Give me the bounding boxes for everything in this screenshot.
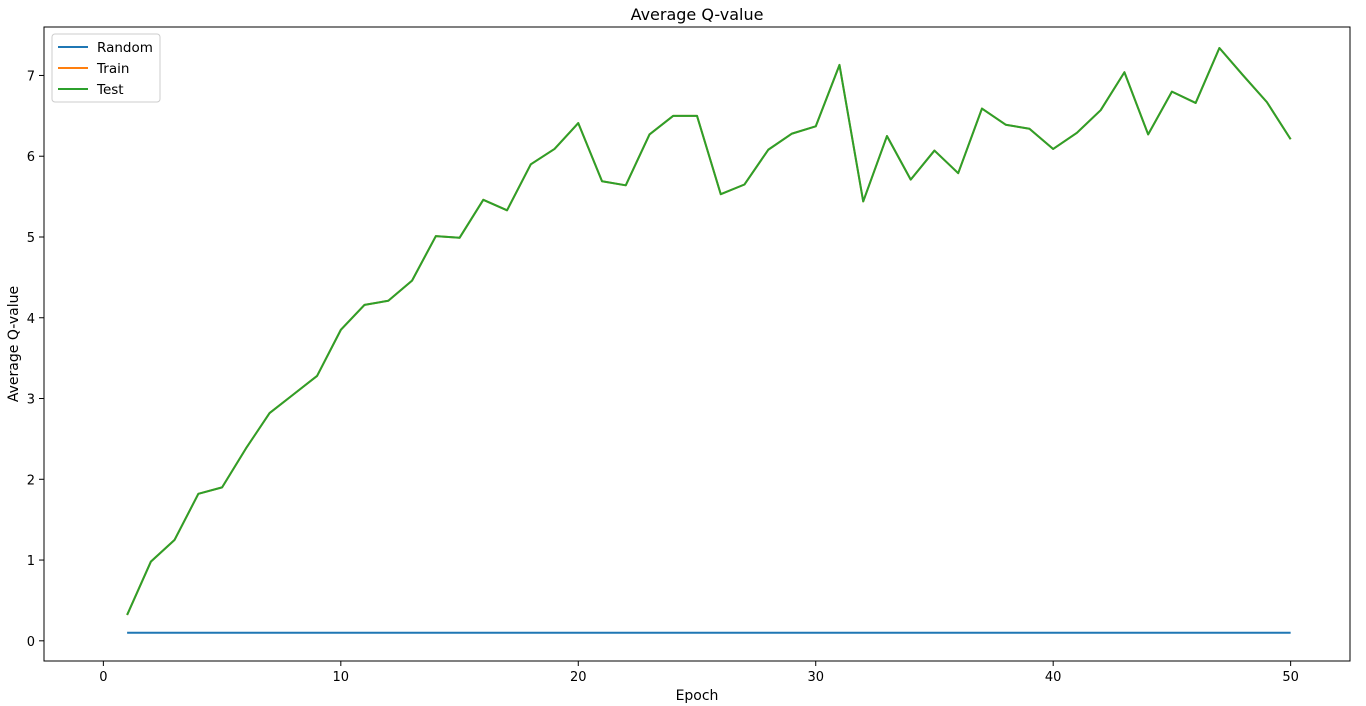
series-layer <box>126 47 1292 634</box>
y-tick-label: 2 <box>27 473 35 488</box>
y-tick-label: 1 <box>27 554 35 569</box>
plot-frame <box>43 26 1351 662</box>
legend-box <box>51 33 161 103</box>
y-tick-label: 7 <box>27 69 35 84</box>
y-tick-label: 6 <box>27 150 35 165</box>
chart-title: Average Q-value <box>631 5 764 24</box>
legend-label-train: Train <box>96 61 129 77</box>
x-axis: 0 10 20 30 40 50 <box>99 661 1299 685</box>
legend: Random Train Test <box>51 33 161 103</box>
x-tick-label: 30 <box>807 670 824 685</box>
y-axis: 0 1 2 3 4 5 6 7 <box>27 69 44 650</box>
series-line-train <box>126 47 1292 616</box>
legend-label-test: Test <box>96 82 124 98</box>
y-tick-label: 4 <box>27 312 35 327</box>
x-axis-label: Epoch <box>676 688 719 704</box>
y-tick-label: 5 <box>27 231 35 246</box>
x-tick-label: 10 <box>333 670 350 685</box>
series-line-test <box>126 47 1292 616</box>
y-axis-label: Average Q-value <box>6 286 22 402</box>
x-tick-label: 50 <box>1282 670 1299 685</box>
y-tick-label: 0 <box>27 635 35 650</box>
legend-label-random: Random <box>97 40 153 56</box>
x-tick-label: 40 <box>1045 670 1062 685</box>
x-tick-label: 0 <box>99 670 107 685</box>
x-tick-label: 20 <box>570 670 587 685</box>
y-tick-label: 3 <box>27 393 35 408</box>
